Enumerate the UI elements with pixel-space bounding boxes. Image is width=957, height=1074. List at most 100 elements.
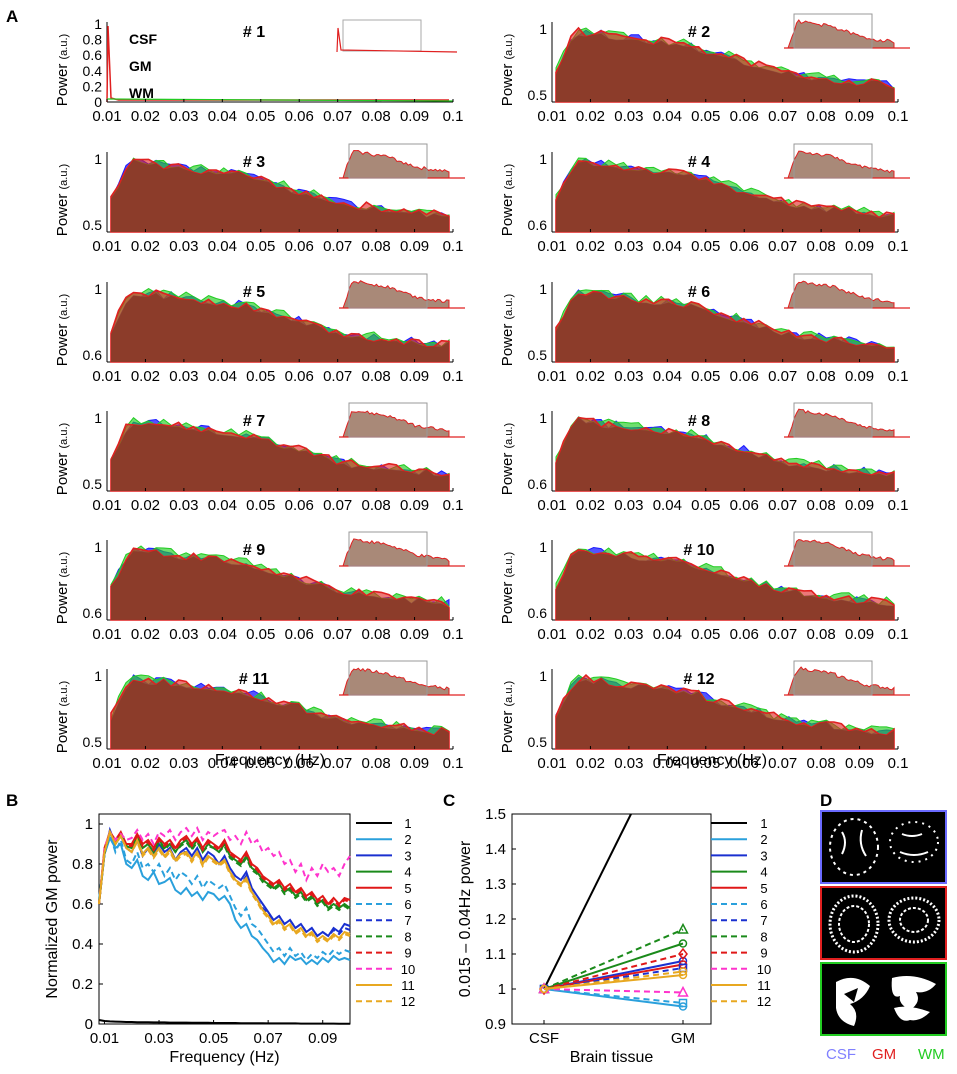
y-tick-label: 1: [94, 16, 102, 32]
x-tick-label: 0.04: [653, 755, 682, 772]
subject-title: # 11: [239, 671, 269, 688]
y-axis-label: Power (a.u.): [499, 552, 516, 624]
x-tick-label: 0.1: [888, 238, 909, 255]
spectrum-plot-2: # 2 1 0.5 Power (a.u.) 0.01 0.02 0.03 0.04 0.05 0…: [499, 13, 910, 125]
overlap-area: [111, 423, 449, 491]
x-tick-label: 0.08: [362, 238, 391, 255]
y-tick-label: 0.5: [83, 217, 103, 233]
spectrum-plot-12: # 12 1 0.5 Power (a.u.) 0.01 0.02 0.03 0.04 0.05…: [499, 660, 910, 772]
x-tick-label: 0.03: [169, 368, 198, 385]
panel-label-c: C: [443, 791, 455, 810]
y-tick-label: 0.5: [528, 347, 548, 363]
x-tick-label: 0.07: [323, 755, 352, 772]
x-tick-label: 0.08: [807, 626, 836, 643]
panel-b: 0 0.2 0.4 0.6 0.8 1 0.01 0.03 0.05 0.07 0.09 Freque…: [44, 813, 415, 1066]
x-tick-label: 0.09: [400, 108, 429, 125]
x-tick-label: 0.03: [169, 238, 198, 255]
y-tick-label: 0.2: [83, 78, 103, 94]
spectrum-plot-5: # 5 1 0.6 Power (a.u.) 0.01 0.02 0.03 0.04 0.05 0…: [54, 273, 465, 385]
y-axis-label: Power (a.u.): [54, 34, 71, 106]
panel-d-legend-csf: CSF: [826, 1046, 856, 1063]
x-tick-label: 0.04: [208, 238, 237, 255]
subject-title: # 4: [688, 154, 710, 171]
x-tick-label: 0.06: [730, 626, 759, 643]
inset-spectrum: [336, 27, 458, 53]
x-tick-label: 0.03: [144, 1030, 173, 1047]
overlap-area: [111, 679, 449, 749]
marker-6: [678, 998, 688, 1008]
x-tick-label: 0.01: [92, 108, 121, 125]
legend-label-2: 2: [760, 832, 767, 847]
legend-label-5: 5: [760, 881, 767, 896]
legend-label-1: 1: [404, 816, 411, 831]
x-tick-label: 0.03: [614, 368, 643, 385]
x-tick-label: 0.08: [807, 238, 836, 255]
x-tick-label: 0.02: [576, 108, 605, 125]
y-tick-label: 0.5: [83, 734, 103, 750]
legend-label-3: 3: [404, 848, 411, 863]
x-tick-label: 0.01: [90, 1030, 119, 1047]
series-line-10: [543, 988, 684, 994]
x-tick-label: 0.1: [888, 497, 909, 514]
panel-a-xlabel-right: Frequency (Hz): [657, 752, 767, 769]
legend-label-wm: WM: [129, 85, 154, 101]
overlap-area: [556, 678, 894, 749]
y-tick-label: 0: [85, 1016, 93, 1033]
inset-spectrum: [787, 19, 904, 49]
inset-zoom-box: [348, 531, 428, 567]
series-line-9: [543, 953, 684, 990]
x-tick-label: 0.06: [285, 238, 314, 255]
legend-label-2: 2: [404, 832, 411, 847]
series-line-1: [98, 1019, 350, 1025]
inset-zoom-box: [348, 273, 428, 309]
x-tick-label: 0.06: [285, 755, 314, 772]
y-axis-label: Power (a.u.): [499, 164, 516, 236]
legend-label-10: 10: [401, 962, 415, 977]
gm-spectrum-line: [106, 25, 449, 103]
y-tick-label: 0.6: [72, 896, 93, 913]
y-axis-label: Power (a.u.): [54, 294, 71, 366]
x-tick-label: 0.07: [768, 626, 797, 643]
y-tick-label: 0.6: [528, 476, 548, 492]
overlap-area: [556, 551, 894, 620]
legend-label-1: 1: [760, 816, 767, 831]
inset-spectrum: [342, 149, 459, 179]
x-tick-label: 0.08: [362, 497, 391, 514]
inset-spectrum: [787, 280, 904, 309]
legend-label-4: 4: [404, 865, 411, 880]
x-tick-label: 0.04: [653, 626, 682, 643]
legend-label-11: 11: [401, 978, 415, 993]
x-axis-label: Frequency (Hz): [169, 1049, 279, 1066]
y-tick-label: 0: [94, 94, 102, 110]
overlap-area: [556, 417, 894, 491]
legend-label-10: 10: [757, 962, 771, 977]
marker-12: [539, 984, 549, 994]
y-tick-label: 0.5: [83, 476, 103, 492]
x-tick-label: 0.07: [768, 497, 797, 514]
x-tick-label: 0.04: [208, 108, 237, 125]
subject-title: # 7: [243, 413, 265, 430]
x-tick-label: 0.08: [807, 497, 836, 514]
subject-title: # 8: [688, 413, 710, 430]
x-tick-label: 0.08: [807, 755, 836, 772]
x-tick-label: 0.03: [614, 626, 643, 643]
panel-a-xlabel-left: Frequency (Hz): [215, 752, 325, 769]
series-line-8: [543, 928, 684, 990]
y-axis-label: Power (a.u.): [499, 34, 516, 106]
y-tick-label: 1: [539, 151, 547, 167]
x-tick-label: 0.07: [768, 755, 797, 772]
x-tick-label: 0.09: [845, 497, 874, 514]
series-line-12: [98, 829, 351, 944]
y-tick-label: 1: [539, 21, 547, 37]
x-tick-label: 0.09: [845, 626, 874, 643]
x-tick-label: 0.09: [400, 497, 429, 514]
inset-zoom-box: [793, 402, 873, 438]
x-tick-label: 0.05: [246, 238, 275, 255]
y-tick-label: 0.6: [528, 605, 548, 621]
y-tick-label: 1: [539, 281, 547, 297]
x-tick-label: 0.08: [362, 368, 391, 385]
y-tick-label: 0.8: [83, 32, 103, 48]
y-tick-label: 1: [539, 410, 547, 426]
panel-label-b: B: [6, 791, 18, 810]
